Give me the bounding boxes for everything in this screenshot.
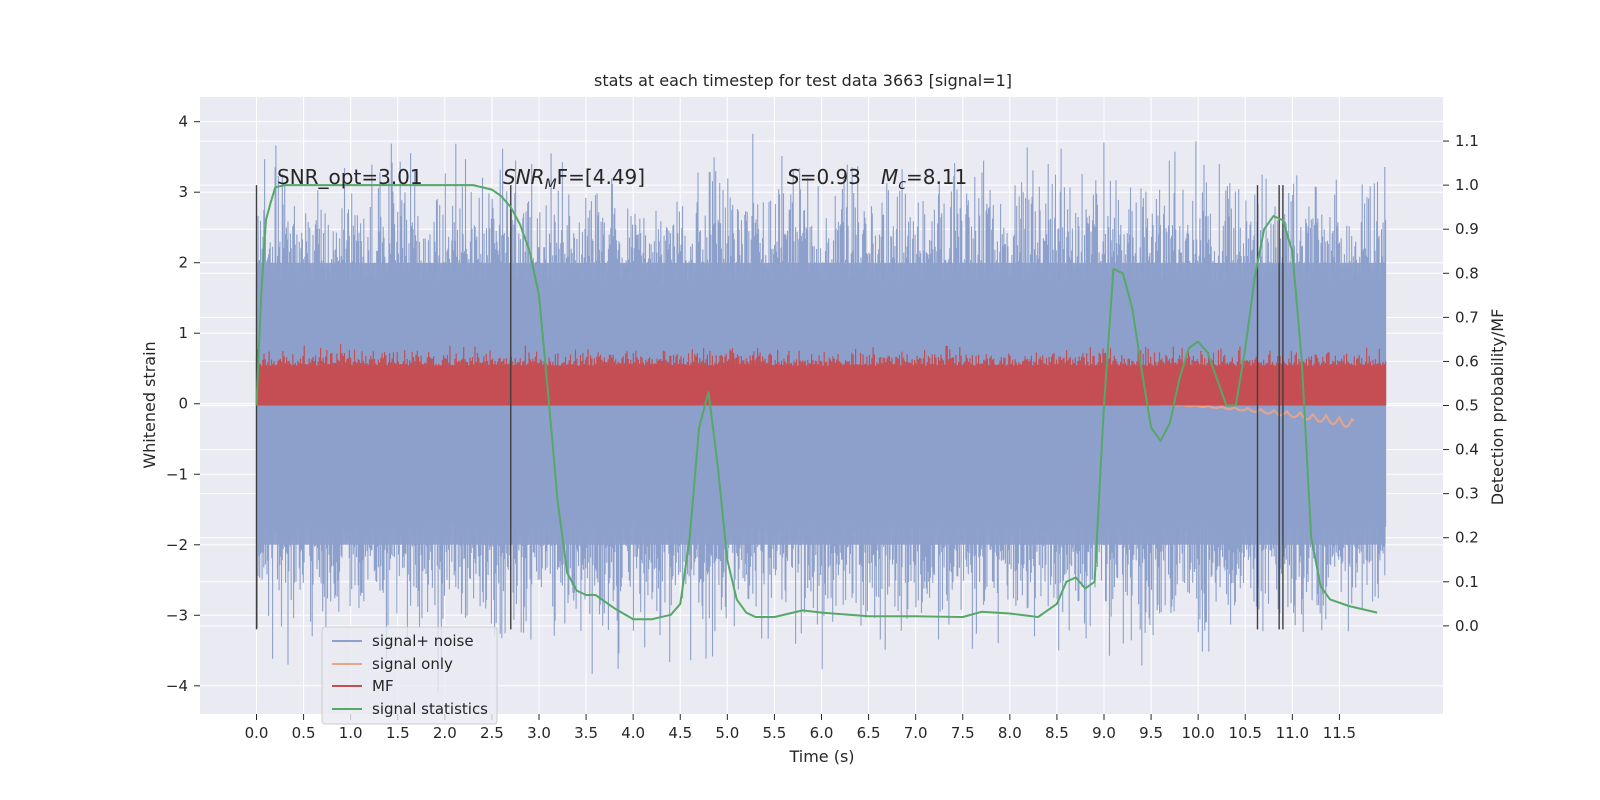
annotation-mc-value: Mc=8.11 (881, 165, 967, 193)
x-tick-label-8: 4.0 (621, 724, 645, 742)
x-tick-label-15: 7.5 (951, 724, 975, 742)
legend-label-signal-statistics: signal statistics (372, 700, 488, 718)
annotation-s-value: S=0.93 (787, 165, 861, 189)
legend-label-signal-noise: signal+ noise (372, 632, 474, 650)
x-tick-label-3: 1.5 (386, 724, 410, 742)
x-tick-label-16: 8.0 (998, 724, 1022, 742)
y-right-tick-label-7: 0.4 (1455, 441, 1479, 459)
y-left-tick-label-7: −3 (166, 606, 188, 624)
annotation-snr-mf: SNRMF=[4.49] (503, 165, 645, 193)
y-axis-right-ticks: 1.1 1.0 0.9 0.8 0.7 0.6 0.5 0.4 0.3 0.2 0.1 0.0 (1443, 132, 1479, 635)
x-tick-label-20: 10.0 (1181, 724, 1214, 742)
series-signal-statistics (255, 184, 1378, 621)
y-right-tick-label-5: 0.6 (1455, 352, 1479, 370)
x-tick-label-11: 5.5 (762, 724, 786, 742)
y-axis-left-ticks: 4 3 2 1 0 −1 −2 −3 −4 (166, 113, 200, 695)
y-right-tick-label-0: 1.1 (1455, 132, 1479, 150)
annotation-snr-opt: SNR_opt=3.01 (277, 165, 423, 189)
x-tick-label-22: 11.0 (1276, 724, 1309, 742)
y-right-tick-label-1: 1.0 (1455, 176, 1479, 194)
x-tick-label-21: 10.5 (1229, 724, 1262, 742)
y-axis-left-label: Whitened strain (140, 341, 159, 468)
y-axis-right-label: Detection probability/MF (1488, 309, 1507, 506)
chart-title: stats at each timestep for test data 366… (594, 71, 1012, 90)
x-tick-label-1: 0.5 (292, 724, 316, 742)
legend-label-mf: MF (372, 677, 394, 695)
y-right-tick-label-9: 0.2 (1455, 529, 1479, 547)
y-right-tick-label-8: 0.3 (1455, 485, 1479, 503)
y-left-tick-label-8: −4 (166, 677, 188, 695)
x-tick-label-10: 5.0 (715, 724, 739, 742)
x-tick-label-19: 9.5 (1139, 724, 1163, 742)
x-tick-label-0: 0.0 (245, 724, 269, 742)
y-right-tick-label-6: 0.5 (1455, 397, 1479, 415)
signal-statistics-line (255, 184, 1378, 621)
y-left-tick-label-2: 2 (178, 254, 188, 272)
x-tick-label-2: 1.0 (339, 724, 363, 742)
x-tick-label-17: 8.5 (1045, 724, 1069, 742)
x-tick-label-13: 6.5 (857, 724, 881, 742)
legend: signal+ noise signal only MF signal stat… (321, 626, 498, 725)
y-left-tick-label-6: −2 (166, 536, 188, 554)
series-mf (255, 344, 1387, 406)
y-right-tick-label-2: 0.9 (1455, 220, 1479, 238)
legend-label-signal-only: signal only (372, 655, 453, 673)
x-tick-label-14: 7.0 (904, 724, 928, 742)
y-left-tick-label-4: 0 (178, 395, 188, 413)
x-tick-label-9: 4.5 (668, 724, 692, 742)
y-left-tick-label-5: −1 (166, 465, 188, 483)
x-axis-label: Time (s) (788, 747, 854, 766)
x-tick-label-7: 3.5 (574, 724, 598, 742)
y-right-tick-label-4: 0.7 (1455, 308, 1479, 326)
y-left-tick-label-3: 1 (178, 324, 188, 342)
x-tick-label-12: 6.0 (810, 724, 834, 742)
legend-box (321, 626, 498, 725)
x-axis-ticks: 0.0 0.5 1.0 1.5 2.0 2.5 3.0 3.5 4.0 4.5 5.0 5.5 6.0 6… (245, 714, 1356, 742)
x-tick-label-18: 9.0 (1092, 724, 1116, 742)
y-right-tick-label-11: 0.0 (1455, 617, 1479, 635)
y-left-tick-label-1: 3 (178, 183, 188, 201)
y-right-tick-label-10: 0.1 (1455, 573, 1479, 591)
x-tick-label-23: 11.5 (1323, 724, 1356, 742)
x-tick-label-5: 2.5 (480, 724, 504, 742)
y-right-tick-label-3: 0.8 (1455, 264, 1479, 282)
x-tick-label-6: 3.0 (527, 724, 551, 742)
x-tick-label-4: 2.0 (433, 724, 457, 742)
y-left-tick-label-0: 4 (178, 113, 188, 131)
